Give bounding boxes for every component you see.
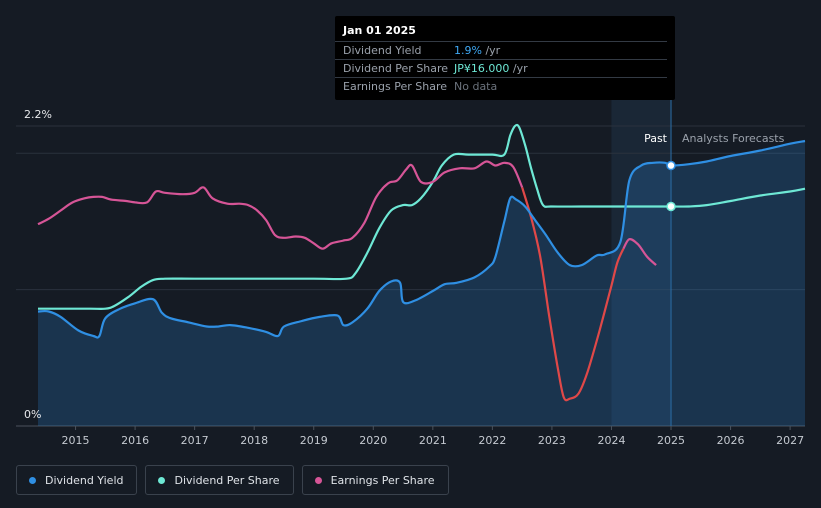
x-tick-label: 2022	[478, 434, 506, 447]
analysts-forecasts-label: Analysts Forecasts	[682, 132, 785, 145]
earnings-per-share-decline-line	[521, 187, 625, 402]
tooltip-row-dividend-yield: Dividend Yield 1.9% /yr	[335, 41, 667, 59]
x-tick-label: 2024	[597, 434, 625, 447]
yield-marker	[666, 160, 676, 171]
series-lines	[37, 123, 806, 402]
x-tick-label: 2027	[776, 434, 804, 447]
tooltip-label: Dividend Per Share	[343, 62, 449, 75]
tooltip: Jan 01 2025 Dividend Yield 1.9% /yr Divi…	[335, 16, 675, 100]
legend: Dividend Yield Dividend Per Share Earnin…	[16, 465, 449, 495]
x-tick-label: 2025	[657, 434, 685, 447]
legend-label: Earnings Per Share	[330, 473, 435, 487]
dividend-chart: 2015 2016 2017 2018 2019 2020 2021 2022 2023 2024…	[16, 100, 806, 447]
tooltip-value-number: 1.9%	[454, 44, 482, 57]
grid	[16, 125, 805, 427]
tooltip-row-dividend-per-share: Dividend Per Share JP¥16.000 /yr	[335, 59, 667, 77]
x-tick-label: 2021	[419, 434, 447, 447]
tooltip-unit: /yr	[481, 44, 501, 57]
legend-dividend-yield[interactable]: Dividend Yield	[16, 465, 138, 495]
legend-dot	[314, 476, 322, 484]
past-label: Past	[644, 132, 668, 145]
earnings-per-share-line	[37, 160, 524, 250]
tooltip-value: 1.9% /yr	[454, 44, 500, 57]
legend-label: Dividend Per Share	[174, 473, 280, 487]
legend-dividend-per-share[interactable]: Dividend Per Share	[145, 465, 294, 495]
y-tick-bottom: 0%	[24, 408, 41, 421]
tooltip-unit: /yr	[509, 62, 528, 75]
dps-marker	[666, 201, 676, 212]
legend-dot	[158, 476, 166, 484]
earnings-per-share-rebound-line	[622, 238, 657, 266]
tooltip-value-number: JP¥16.000	[454, 62, 510, 75]
tooltip-value-number: No data	[454, 80, 498, 93]
tooltip-row-earnings-per-share: Earnings Per Share No data	[335, 77, 667, 95]
tooltip-value: JP¥16.000 /yr	[454, 62, 528, 75]
x-tick-label: 2023	[538, 434, 566, 447]
x-tick-label: 2026	[717, 434, 745, 447]
x-tick-label: 2016	[121, 434, 149, 447]
tooltip-date: Jan 01 2025	[343, 24, 416, 37]
x-axis-ticks: 2015 2016 2017 2018 2019 2020 2021 2022 2023 2024…	[62, 426, 804, 447]
forecast-highlight-band	[611, 100, 672, 426]
tooltip-value: No data	[454, 80, 497, 93]
x-tick-label: 2017	[181, 434, 209, 447]
legend-dot	[29, 476, 36, 484]
x-tick-label: 2018	[240, 434, 268, 447]
dividend-yield-area	[38, 141, 805, 426]
legend-label: Dividend Yield	[45, 473, 124, 487]
x-tick-label: 2015	[62, 434, 90, 447]
x-tick-label: 2019	[300, 434, 328, 447]
dividend-per-share-line	[38, 123, 806, 311]
y-tick-top: 2.2%	[24, 108, 52, 121]
x-tick-label: 2020	[359, 434, 387, 447]
legend-earnings-per-share[interactable]: Earnings Per Share	[301, 465, 449, 495]
dividend-yield-line	[37, 139, 806, 339]
tooltip-label: Dividend Yield	[343, 44, 422, 57]
tooltip-label: Earnings Per Share	[343, 80, 448, 93]
markers	[666, 160, 676, 212]
